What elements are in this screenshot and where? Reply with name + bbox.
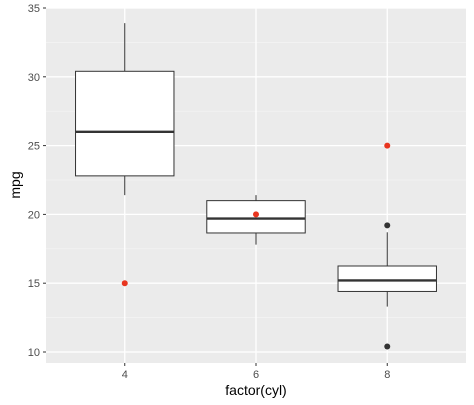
x-axis-title: factor(cyl) bbox=[225, 382, 286, 398]
highlight-point bbox=[253, 211, 259, 218]
box-6 bbox=[206, 195, 306, 245]
highlight-point bbox=[121, 280, 128, 287]
y-axis: 10 15 20 25 30 35 bbox=[28, 3, 46, 359]
x-tick-label: 4 bbox=[122, 369, 128, 381]
outlier-points bbox=[384, 222, 391, 350]
box-body bbox=[206, 200, 306, 234]
x-tick-label: 8 bbox=[384, 369, 390, 381]
x-axis: 4 6 8 bbox=[122, 363, 390, 381]
boxes bbox=[75, 23, 437, 307]
x-tick-label: 6 bbox=[253, 369, 259, 381]
box-body bbox=[75, 70, 175, 177]
highlight-points bbox=[121, 142, 391, 287]
box-4 bbox=[75, 23, 175, 196]
y-tick-label: 25 bbox=[28, 141, 40, 153]
box-8 bbox=[337, 232, 437, 307]
y-tick-label: 30 bbox=[28, 72, 40, 84]
y-tick-label: 35 bbox=[28, 3, 40, 15]
y-tick-label: 15 bbox=[28, 278, 40, 290]
outlier-point bbox=[384, 222, 391, 229]
outlier-point bbox=[384, 343, 391, 350]
y-tick-label: 10 bbox=[28, 347, 40, 359]
y-tick-label: 20 bbox=[28, 209, 40, 221]
box-body bbox=[337, 265, 437, 292]
y-axis-title: mpg bbox=[7, 171, 23, 198]
highlight-point bbox=[384, 142, 391, 149]
